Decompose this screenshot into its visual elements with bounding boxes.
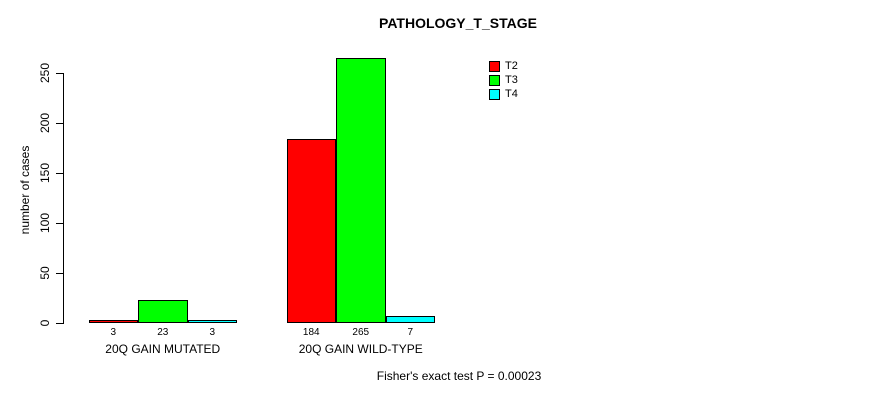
- bar-t3-20q-gain-mutated: [138, 300, 188, 323]
- legend: T2 T3 T4: [489, 61, 518, 103]
- y-axis-tick: [56, 223, 63, 224]
- bar-t2-20q-gain-wild-type: [286, 139, 336, 323]
- legend-item-t3: T3: [489, 75, 518, 86]
- y-axis-tick: [56, 173, 63, 174]
- bar-value-label: 7: [407, 327, 414, 338]
- legend-swatch-t4: [489, 89, 500, 100]
- legend-label: T3: [505, 74, 518, 86]
- bar-value-label: 3: [209, 327, 216, 338]
- legend-item-t2: T2: [489, 61, 518, 72]
- legend-label: T4: [505, 88, 518, 100]
- legend-swatch-t2: [489, 61, 500, 72]
- bar-value-label: 184: [302, 327, 320, 338]
- y-axis-label: number of cases: [18, 145, 32, 235]
- y-axis-tick: [56, 273, 63, 274]
- bar-t3-20q-gain-wild-type: [336, 58, 386, 323]
- legend-item-t4: T4: [489, 89, 518, 100]
- y-axis-tick-label: 50: [38, 266, 52, 280]
- legend-swatch-t3: [489, 75, 500, 86]
- y-axis-tick-label: 150: [38, 162, 52, 184]
- legend-label: T2: [505, 60, 518, 72]
- chart-title: PATHOLOGY_T_STAGE: [379, 15, 537, 31]
- bar-value-label: 3: [110, 327, 117, 338]
- y-axis-tick-label: 100: [38, 212, 52, 234]
- bar-t2-20q-gain-mutated: [88, 320, 138, 323]
- bar-value-label: 265: [352, 327, 370, 338]
- category-label: 20Q GAIN WILD-TYPE: [298, 342, 423, 356]
- y-axis-tick: [56, 73, 63, 74]
- bar-value-label: 23: [157, 327, 169, 338]
- category-label: 20Q GAIN MUTATED: [105, 342, 221, 356]
- y-axis-tick-label: 250: [38, 62, 52, 84]
- bar-t4-20q-gain-wild-type: [385, 316, 435, 323]
- y-axis-tick-label: 0: [38, 319, 52, 327]
- y-axis-tick: [56, 323, 63, 324]
- fisher-test-note: Fisher's exact test P = 0.00023: [376, 369, 542, 383]
- y-axis-tick: [56, 123, 63, 124]
- bar-t4-20q-gain-mutated: [187, 320, 237, 323]
- y-axis-tick-label: 200: [38, 112, 52, 134]
- y-axis-line: [63, 73, 64, 324]
